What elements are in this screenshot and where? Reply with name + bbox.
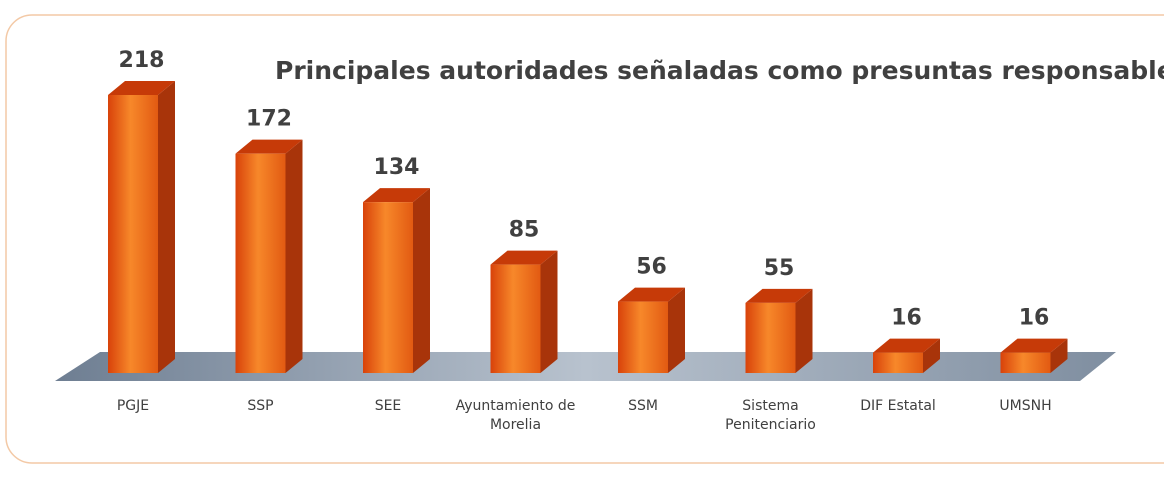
x-tick-label: DIF Estatal xyxy=(860,398,936,414)
bar xyxy=(108,81,175,373)
value-label: 16 xyxy=(891,306,922,331)
chart-title: Principales autoridades señaladas como p… xyxy=(275,56,1164,85)
bar xyxy=(490,250,558,373)
bar xyxy=(1000,338,1068,373)
bar xyxy=(618,287,685,373)
x-tick-label: Ayuntamiento de Morelia xyxy=(455,398,576,433)
value-label: 85 xyxy=(509,218,540,243)
value-label: 55 xyxy=(764,256,795,281)
x-tick-label: PGJE xyxy=(116,398,150,414)
bar xyxy=(235,139,303,373)
bar xyxy=(363,188,430,373)
value-label: 56 xyxy=(636,255,667,280)
x-tick-label: SSP xyxy=(247,398,274,414)
x-tick-label: SSM xyxy=(628,398,658,414)
x-tick-label: UMSNH xyxy=(999,398,1052,414)
floor xyxy=(55,352,1116,381)
value-label: 218 xyxy=(119,48,165,73)
value-label: 172 xyxy=(246,107,292,132)
value-label: 134 xyxy=(374,155,420,180)
value-label: 16 xyxy=(1019,306,1050,331)
x-tick-label: Sistema Penitenciario xyxy=(725,398,816,433)
bar xyxy=(873,338,940,373)
bar xyxy=(745,288,813,373)
x-tick-label: SEE xyxy=(374,398,402,414)
